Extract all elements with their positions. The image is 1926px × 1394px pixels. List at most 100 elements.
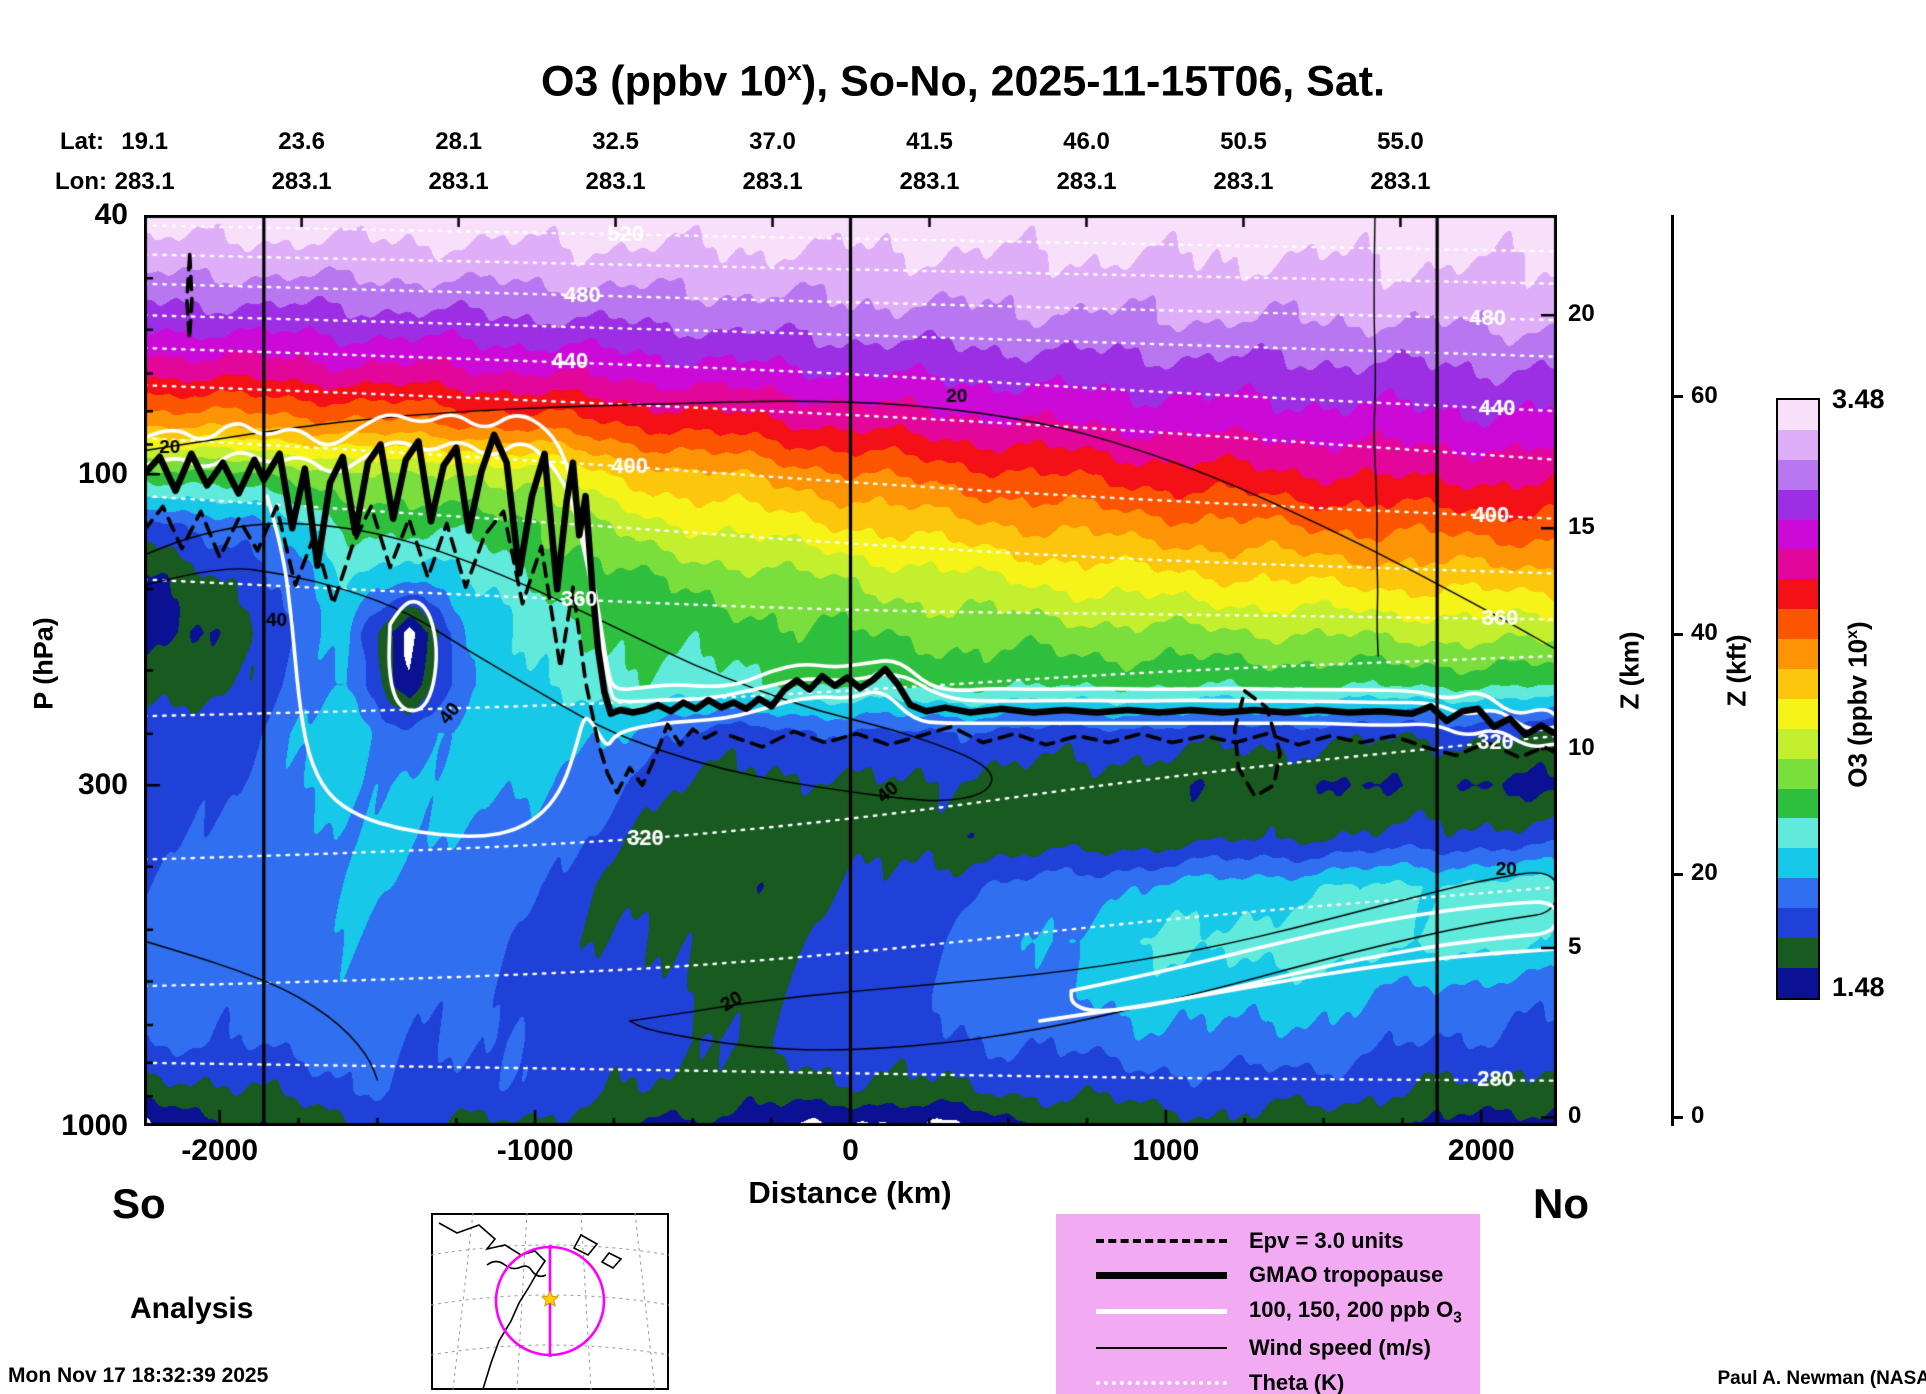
z-km-axis-title: Z (km) (1614, 631, 1645, 710)
z-kft-axis: 60 40 20 0 (1671, 215, 1791, 1129)
legend-item-tropopause: GMAO tropopause (1056, 1262, 1480, 1288)
legend-item-wind: Wind speed (m/s) (1056, 1335, 1480, 1361)
theta-line-sample (1096, 1380, 1227, 1385)
distance-tick-label: -1000 (496, 1134, 574, 1167)
x-axis-title: Distance (km) (748, 1175, 952, 1210)
legend-label-o3-text: 100, 150, 200 ppb O (1249, 1296, 1454, 1322)
legend-item-o3-contours: 100, 150, 200 ppb O3 (1056, 1297, 1480, 1327)
z-km-tick-label: 10 (1568, 734, 1595, 762)
z-km-axis-ticks: 20 15 10 5 0 (1568, 215, 1648, 1129)
legend-label-wind: Wind speed (m/s) (1249, 1335, 1431, 1361)
z-kft-tick-label: 40 (1691, 619, 1718, 647)
z-kft-axis-title: Z (kft) (1721, 634, 1752, 707)
epv-line-sample (1096, 1239, 1227, 1244)
distance-tick-label: -2000 (181, 1134, 259, 1167)
inset-center-star-icon (541, 1290, 559, 1307)
colorbar-band (1778, 639, 1818, 670)
colorbar-title-superscript: x (1842, 629, 1861, 639)
colorbar-band (1778, 967, 1818, 998)
lon-value: 283.1 (114, 168, 175, 195)
colorbar-band (1778, 549, 1818, 580)
north-endpoint-label: No (1533, 1180, 1589, 1227)
wind-line-sample (1096, 1347, 1227, 1350)
lat-row-label: Lat: (60, 128, 104, 155)
legend-label-o3-subscript: 3 (1453, 1309, 1462, 1327)
south-endpoint-label: So (112, 1180, 166, 1227)
inset-map-svg (431, 1213, 669, 1390)
lat-value: 23.6 (278, 128, 325, 155)
colorbar-max-label: 3.48 (1832, 384, 1885, 414)
legend-label-o3-contours: 100, 150, 200 ppb O3 (1249, 1297, 1462, 1327)
pressure-tick-label: 40 (94, 198, 128, 231)
lat-value: 41.5 (906, 128, 953, 155)
z-kft-tick (1673, 395, 1683, 399)
colorbar-band (1778, 878, 1818, 909)
z-km-tick-label: 0 (1568, 1102, 1582, 1130)
distance-tick-label: 2000 (1447, 1134, 1515, 1167)
colorbar-band (1778, 938, 1818, 968)
z-km-tick-label: 15 (1568, 513, 1595, 541)
credit: Paul A. Newman (NASA (1717, 1368, 1926, 1389)
colorbar-band (1778, 758, 1818, 789)
colorbar-band (1778, 459, 1818, 490)
z-kft-tick-label: 20 (1691, 859, 1718, 887)
colorbar-band (1778, 818, 1818, 849)
colorbar-title: O3 (ppbv 10x) (1843, 555, 1874, 855)
pressure-tick-label: 1000 (61, 1109, 128, 1142)
lon-value: 283.1 (742, 168, 803, 195)
pressure-axis-ticks: 40 100 300 1000 (0, 198, 138, 1142)
z-kft-tick-label: 0 (1691, 1102, 1705, 1130)
lat-value: 46.0 (1063, 128, 1110, 155)
lat-value: 28.1 (435, 128, 482, 155)
page-title: O3 (ppbv 10x), So-No, 2025-11-15T06, Sat… (0, 56, 1926, 106)
legend-label-tropopause: GMAO tropopause (1249, 1262, 1444, 1288)
colorbar-band (1778, 579, 1818, 610)
lat-value: 37.0 (749, 128, 796, 155)
pressure-axis-title: P (hPa) (28, 617, 59, 710)
z-km-tick-label: 20 (1568, 300, 1595, 328)
colorbar-band (1778, 848, 1818, 879)
colorbar-title-prefix: O3 (ppbv 10 (1842, 638, 1873, 788)
lat-value: 32.5 (592, 128, 639, 155)
lon-value: 283.1 (899, 168, 960, 195)
legend-item-epv: Epv = 3.0 units (1056, 1228, 1480, 1254)
lon-value: 283.1 (585, 168, 646, 195)
colorbar-band (1778, 788, 1818, 819)
colorbar (1776, 398, 1820, 1000)
pressure-tick-label: 300 (77, 768, 128, 802)
inset-map (431, 1213, 669, 1390)
lon-value: 283.1 (1370, 168, 1431, 195)
z-kft-tick-label: 60 (1691, 381, 1718, 409)
colorbar-band (1778, 489, 1818, 520)
lon-row-label: Lon: (55, 168, 107, 195)
colorbar-band (1778, 728, 1818, 759)
legend-item-theta: Theta (K) (1056, 1370, 1480, 1394)
colorbar-band (1778, 429, 1818, 460)
legend-label-epv: Epv = 3.0 units (1249, 1228, 1404, 1254)
distance-tick-label: 0 (842, 1134, 859, 1167)
colorbar-band (1778, 400, 1818, 430)
pressure-tick-label: 100 (77, 457, 128, 491)
distance-tick-label: 1000 (1132, 1134, 1200, 1167)
legend: Epv = 3.0 units GMAO tropopause 100, 150… (1056, 1214, 1480, 1394)
colorbar-title-suffix: ) (1842, 621, 1873, 630)
colorbar-band (1778, 908, 1818, 939)
lon-value: 283.1 (1213, 168, 1274, 195)
title-superscript: x (787, 56, 802, 86)
colorbar-band (1778, 519, 1818, 550)
lat-value: 19.1 (121, 128, 168, 155)
z-kft-tick (1673, 872, 1683, 876)
o3-cross-section-plot (144, 215, 1557, 1126)
tropopause-line-sample (1096, 1271, 1227, 1279)
legend-label-theta: Theta (K) (1249, 1369, 1345, 1394)
colorbar-band (1778, 698, 1818, 729)
lon-value: 283.1 (428, 168, 489, 195)
lon-value: 283.1 (271, 168, 332, 195)
z-kft-axis-line (1671, 215, 1674, 1126)
analysis-label: Analysis (130, 1292, 254, 1325)
z-kft-tick (1673, 1115, 1683, 1119)
title-prefix: O3 (ppbv 10 (540, 57, 788, 106)
lon-value: 283.1 (1056, 168, 1117, 195)
title-suffix: ), So-No, 2025-11-15T06, Sat. (801, 57, 1386, 106)
